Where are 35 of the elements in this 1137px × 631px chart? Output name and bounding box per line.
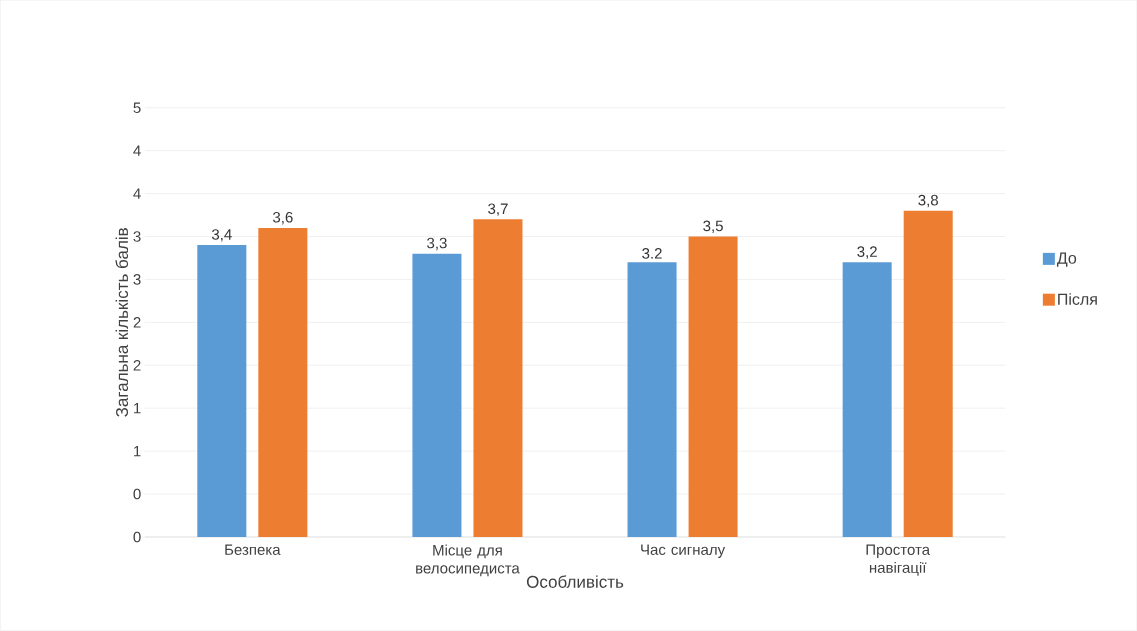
bar <box>842 262 892 538</box>
data-label: 3,3 <box>427 237 447 251</box>
legend-label: Після <box>1058 293 1097 306</box>
y-tick-label: 0 <box>133 531 141 543</box>
bar <box>412 253 462 538</box>
y-tick-label: 4 <box>133 188 141 199</box>
data-label: 3,5 <box>703 220 723 234</box>
x-tick-label: Час сигналу <box>641 544 726 559</box>
data-label: 3,7 <box>488 203 508 216</box>
y-tick-label: 5 <box>133 102 141 114</box>
data-label: 3,6 <box>272 212 293 225</box>
y-tick-label: 3 <box>133 231 141 242</box>
bar <box>627 262 677 538</box>
x-tick-label: Безпека <box>225 544 281 556</box>
bar <box>197 245 247 538</box>
data-label: 3,4 <box>211 229 232 242</box>
data-label: 3,2 <box>857 246 877 259</box>
y-axis-title: Загальна кількість балів <box>115 228 129 417</box>
bar <box>258 228 308 538</box>
x-tick-label: Місце для велосипедиста <box>416 544 520 577</box>
y-tick-label: 1 <box>134 446 141 457</box>
bar <box>903 210 953 538</box>
y-tick-label: 2 <box>133 317 141 328</box>
y-tick-label: 1 <box>134 403 141 414</box>
bar <box>688 236 738 538</box>
bar <box>473 219 523 538</box>
data-label: 3.2 <box>642 248 662 259</box>
data-label: 3,8 <box>918 194 938 208</box>
y-tick-label: 4 <box>133 145 141 156</box>
y-tick-label: 0 <box>133 488 141 500</box>
y-tick-label: 2 <box>133 360 141 371</box>
y-tick-label: 3 <box>133 274 141 285</box>
legend-label: До <box>1056 252 1077 267</box>
x-tick-label: Простота навігації <box>866 544 931 576</box>
x-axis-title: Особливість <box>526 575 624 589</box>
